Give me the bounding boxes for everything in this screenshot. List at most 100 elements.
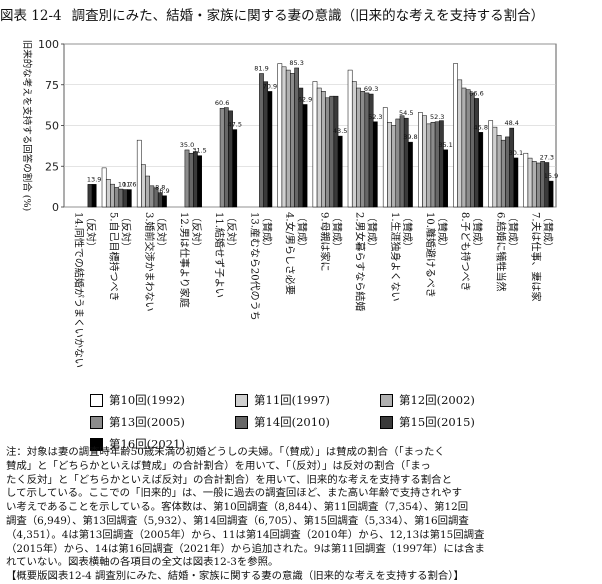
bar: [527, 157, 533, 208]
figure-title-text: 調査別にみた、結婚・家族に関する妻の意識（旧来的な考えを支持する割合）: [71, 8, 545, 24]
data-label: 60.6: [215, 99, 229, 107]
bar: [492, 126, 498, 208]
x-tick-label: 12.男は仕事より家庭: [178, 212, 191, 308]
bar: [263, 81, 269, 208]
bar: [368, 93, 374, 208]
x-tick-label: 14.同性での結婚がうまくいかない: [73, 212, 86, 368]
x-tick-label: 2.男女暮らすなら結婚: [354, 212, 367, 311]
notes: 注：対象は妻の調査時年齢50歳未満の初婚どうしの夫婦。「（賛成）」は賛成の割合（…: [6, 446, 598, 584]
figure-title: 図表 12-4 調査別にみた、結婚・家族に関する妻の意識（旧来的な考えを支持する割…: [0, 4, 602, 24]
bar: [443, 149, 448, 208]
note-line: 注：対象は妻の調査時年齢50歳未満の初婚どうしの夫婦。「（賛成）」は賛成の割合（…: [6, 446, 445, 458]
legend-label: 第15回(2015): [399, 415, 475, 429]
y-tick-label: 50: [45, 120, 59, 133]
bar: [536, 162, 541, 208]
bar: [531, 161, 537, 208]
data-label: 43.5: [333, 127, 347, 135]
x-tick-label: 5.自己目標持つべき: [108, 212, 121, 302]
bar: [488, 120, 494, 208]
data-label: 52.3: [430, 113, 444, 121]
data-label: 70.9: [263, 82, 277, 90]
legend-label: 第11回(1997): [254, 393, 330, 407]
bar: [325, 97, 330, 208]
bar: [478, 132, 484, 208]
bar: [122, 189, 128, 208]
data-label: 30.1: [509, 149, 523, 157]
bar: [391, 125, 397, 208]
data-label: 10.7: [118, 181, 132, 189]
bar: [453, 63, 458, 208]
legend-label: 第12回(2002): [399, 393, 475, 407]
x-tick-label: 11.結婚せず子よい: [213, 212, 226, 298]
bar: [461, 87, 467, 208]
bar: [523, 152, 529, 208]
x-tick-label: （賛成）: [506, 212, 519, 252]
x-tick-label: 7.夫は仕事、妻は家: [529, 212, 542, 302]
data-label: 35.1: [438, 141, 452, 149]
legend-item: 第15回(2015): [380, 414, 525, 430]
data-label: 85.3: [289, 59, 303, 67]
bar: [337, 135, 343, 208]
bar: [329, 95, 335, 208]
legend-swatch: [380, 393, 393, 407]
data-label: 11.6: [122, 181, 136, 189]
bar: [544, 162, 550, 208]
data-label: 31.5: [192, 147, 206, 155]
data-label: 39.8: [403, 133, 417, 141]
x-tick-label: 3.婚前交渉かまわない: [143, 212, 156, 312]
legend-swatch: [235, 393, 248, 407]
legend-swatch: [90, 415, 103, 429]
bar: [162, 195, 167, 208]
bar: [457, 79, 463, 208]
bar: [321, 91, 326, 208]
x-tick-label: （反対）: [155, 212, 168, 252]
legend-item: 第13回(2005): [90, 414, 235, 430]
bar: [395, 118, 401, 208]
bar: [364, 92, 370, 208]
data-label: 62.9: [298, 95, 312, 103]
bar: [110, 183, 115, 208]
x-tick-label: 10.離婚避けるべき: [424, 212, 437, 298]
note-line: して示している。ここでの「旧来的」は、一般に過去の調査回ほど、また高い年齢で支持…: [6, 487, 463, 500]
bar: [387, 121, 392, 208]
bar: [382, 107, 388, 208]
data-label: 35.0: [180, 141, 194, 149]
legend-item: 第16回(2021): [90, 436, 235, 452]
bar: [509, 127, 515, 208]
bar: [197, 155, 202, 208]
x-tick-label: （賛成）: [260, 212, 273, 252]
bar: [285, 69, 291, 208]
bar: [540, 161, 545, 208]
data-label: 66.6: [469, 89, 483, 97]
bar: [513, 157, 519, 208]
data-label: 15.9: [544, 172, 558, 180]
bar: [360, 91, 366, 208]
bar: [548, 180, 554, 208]
bar: [267, 91, 273, 208]
bar: [87, 184, 93, 208]
bar: [465, 89, 471, 208]
x-tick-label: 4.女/男らしさ必要: [283, 212, 296, 295]
bar: [281, 66, 287, 208]
bar: [114, 187, 120, 208]
bar: [290, 73, 295, 208]
bar: [399, 115, 405, 208]
legend-label: 第10回(1992): [109, 393, 185, 407]
x-tick-label: （賛成）: [331, 212, 344, 252]
x-tick-label: （反対）: [225, 212, 238, 252]
legend-item: 第12回(2002): [380, 392, 525, 408]
bar: [500, 139, 506, 208]
x-tick-label: （賛成）: [541, 212, 554, 252]
bar: [157, 192, 163, 208]
x-tick-label: 1.生涯独身よくない: [389, 212, 402, 302]
bar: [294, 67, 299, 208]
note-line: 【概要版図表12-4 調査別にみた、結婚・家族に関する妻の意識（旧来的な考えを支…: [6, 570, 464, 583]
bar: [126, 189, 132, 208]
data-label: 8.8: [155, 184, 165, 192]
x-tick-label: 9.母親は家に: [319, 212, 332, 272]
legend-item: 第14回(2010): [235, 414, 380, 430]
legend-swatch: [235, 415, 248, 429]
x-tick-label: （反対）: [85, 212, 98, 252]
legend-label: 第14回(2010): [254, 415, 330, 429]
bar: [422, 115, 427, 208]
